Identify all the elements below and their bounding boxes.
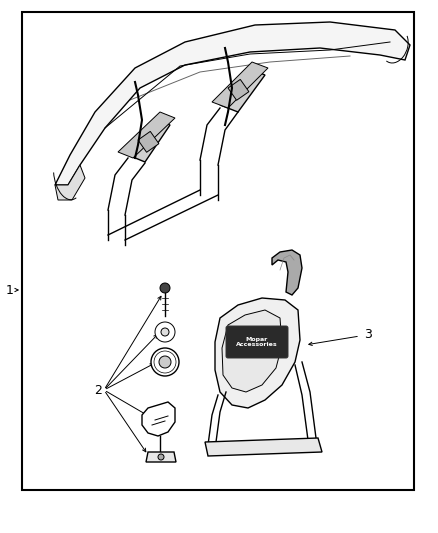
Text: 3: 3 (364, 328, 372, 342)
Circle shape (158, 454, 164, 460)
Circle shape (159, 356, 171, 368)
Polygon shape (212, 62, 268, 108)
Bar (138, 132, 159, 152)
Polygon shape (142, 402, 175, 436)
Polygon shape (128, 118, 170, 162)
Circle shape (151, 348, 179, 376)
Polygon shape (146, 452, 176, 462)
Text: Mopar
Accessories: Mopar Accessories (236, 337, 278, 348)
Circle shape (155, 322, 175, 342)
Polygon shape (215, 298, 300, 408)
Polygon shape (205, 438, 322, 456)
Polygon shape (55, 165, 85, 200)
Polygon shape (118, 112, 175, 158)
Polygon shape (55, 22, 410, 185)
Polygon shape (222, 310, 282, 392)
Polygon shape (272, 250, 302, 295)
Bar (22, 12, 414, 490)
Circle shape (160, 283, 170, 293)
FancyBboxPatch shape (226, 326, 288, 358)
Circle shape (161, 328, 169, 336)
Text: 1: 1 (6, 284, 14, 296)
Polygon shape (220, 68, 265, 112)
Text: 2: 2 (94, 384, 102, 397)
Bar (228, 79, 249, 100)
